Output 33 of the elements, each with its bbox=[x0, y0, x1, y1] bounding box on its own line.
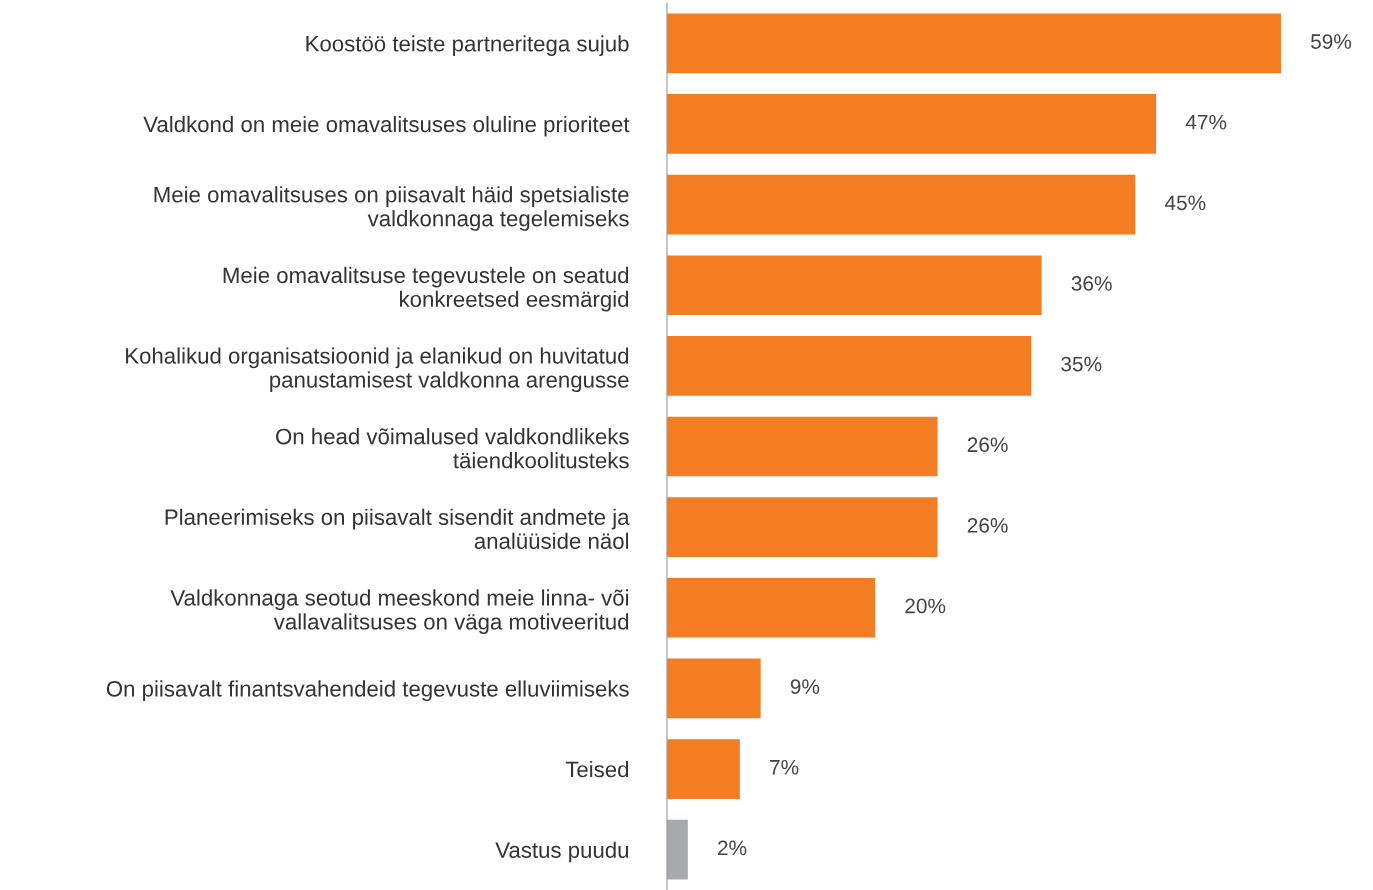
y-tick-label: Planeerimiseks on piisavalt sisendit andmete ja analüüside näol bbox=[165, 508, 630, 549]
bar bbox=[667, 658, 761, 719]
data-label: 7% bbox=[770, 759, 799, 775]
y-tick-label: Koostöö teiste partneritega sujub bbox=[306, 35, 629, 56]
bar bbox=[667, 819, 688, 880]
bar bbox=[667, 13, 1281, 74]
bar bbox=[667, 577, 876, 638]
y-tick-label: Vastus puudu bbox=[495, 841, 629, 863]
data-label: 9% bbox=[790, 679, 820, 694]
y-tick-label: Valdkonnaga seotud meeskond meie linna- või vallavalitsuses on väga motiveeritud bbox=[170, 589, 629, 635]
data-label: 36% bbox=[1071, 276, 1112, 291]
bar bbox=[667, 336, 1032, 396]
y-tick-label: Valdkond on meie omavalitsuses oluline prioriteet bbox=[143, 115, 630, 137]
data-label: 45% bbox=[1164, 195, 1206, 211]
bar bbox=[667, 739, 740, 799]
bar bbox=[667, 497, 938, 557]
data-label: 47% bbox=[1185, 114, 1227, 130]
data-label: 26% bbox=[967, 517, 1008, 533]
y-tick-label: Kohalikud organisatsioonid ja elanikud on huvitatud panustamisest valdkonna arengusse bbox=[126, 347, 629, 393]
y-tick-label: Teised bbox=[565, 760, 629, 778]
data-label: 35% bbox=[1061, 356, 1102, 372]
y-tick-label: On piisavalt finantsvahendeid tegevuste elluviimiseks bbox=[106, 680, 629, 702]
y-tick-label: On head võimalused valdkondlikeks täiendkoolitusteks bbox=[276, 428, 629, 469]
bar bbox=[667, 416, 938, 477]
data-label: 26% bbox=[967, 437, 1008, 453]
bar bbox=[667, 94, 1157, 154]
data-label: 20% bbox=[905, 598, 946, 614]
y-tick-label: Meie omavalitsuse tegevustele on seatud konkreetsed eesmärgid bbox=[223, 266, 629, 312]
data-label: 59% bbox=[1311, 34, 1352, 49]
bar bbox=[667, 255, 1042, 316]
y-tick-label: Meie omavalitsuses on piisavalt häid spetsialiste valdkonnaga tegelemiseks bbox=[154, 186, 629, 231]
bar bbox=[667, 174, 1136, 235]
data-label: 2% bbox=[718, 840, 747, 856]
